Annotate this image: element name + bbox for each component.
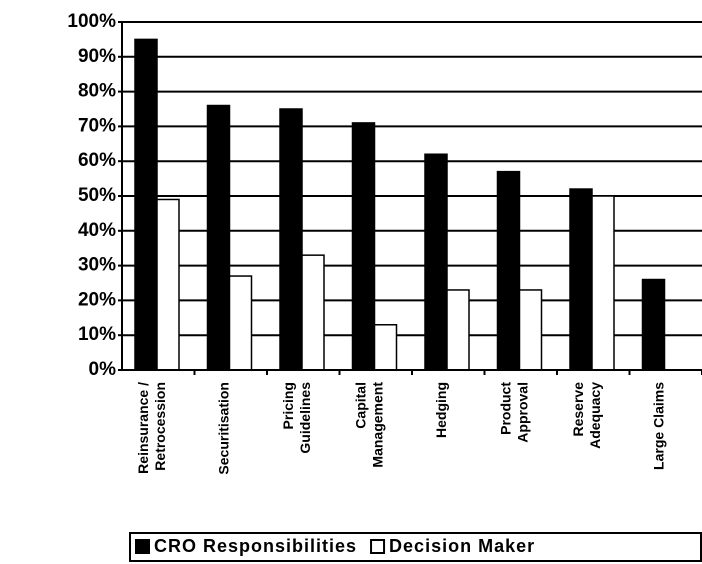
x-tick-label: Hedging	[433, 382, 449, 438]
legend-label: Decision Maker	[389, 536, 535, 556]
bar	[228, 275, 253, 371]
y-tick-label: 10%	[78, 324, 116, 345]
x-tick-label: Securitisation	[216, 382, 232, 475]
bar	[134, 38, 158, 371]
x-tick-label: ReserveAdequacy	[570, 382, 603, 449]
legend-swatch	[370, 539, 386, 554]
bar	[373, 324, 398, 371]
legend-label: CRO Responsibilities	[154, 536, 357, 556]
y-tick-label: 30%	[78, 255, 116, 276]
bar	[156, 198, 180, 371]
y-tick-label: 40%	[78, 220, 116, 241]
y-tick-label: 0%	[89, 359, 117, 380]
bar	[496, 170, 521, 371]
bar	[569, 188, 593, 371]
bar	[301, 254, 325, 371]
x-tick-label: Large Claims	[651, 382, 667, 470]
y-tick-label: 100%	[67, 11, 116, 32]
bar	[446, 289, 470, 371]
bar	[591, 195, 615, 371]
legend-box	[129, 532, 702, 562]
x-tick-label: Reinsurance /Retrocession	[135, 382, 168, 474]
x-tick-label: CapitalManagement	[353, 382, 386, 468]
y-tick-label: 20%	[78, 289, 116, 310]
y-tick-label: 60%	[78, 150, 116, 171]
bar	[518, 289, 543, 371]
bar	[279, 108, 303, 371]
bar	[206, 104, 231, 371]
bar	[351, 122, 376, 371]
bar	[641, 278, 666, 371]
y-tick-label: 70%	[78, 115, 116, 136]
x-tick-label: PricingGuidelines	[280, 382, 313, 454]
y-tick-label: 80%	[78, 81, 116, 102]
y-tick-label: 90%	[78, 46, 116, 67]
y-tick-label: 50%	[78, 185, 116, 206]
legend-swatch	[135, 539, 150, 554]
bar	[424, 153, 448, 371]
x-tick-label: ProductApproval	[498, 382, 531, 443]
